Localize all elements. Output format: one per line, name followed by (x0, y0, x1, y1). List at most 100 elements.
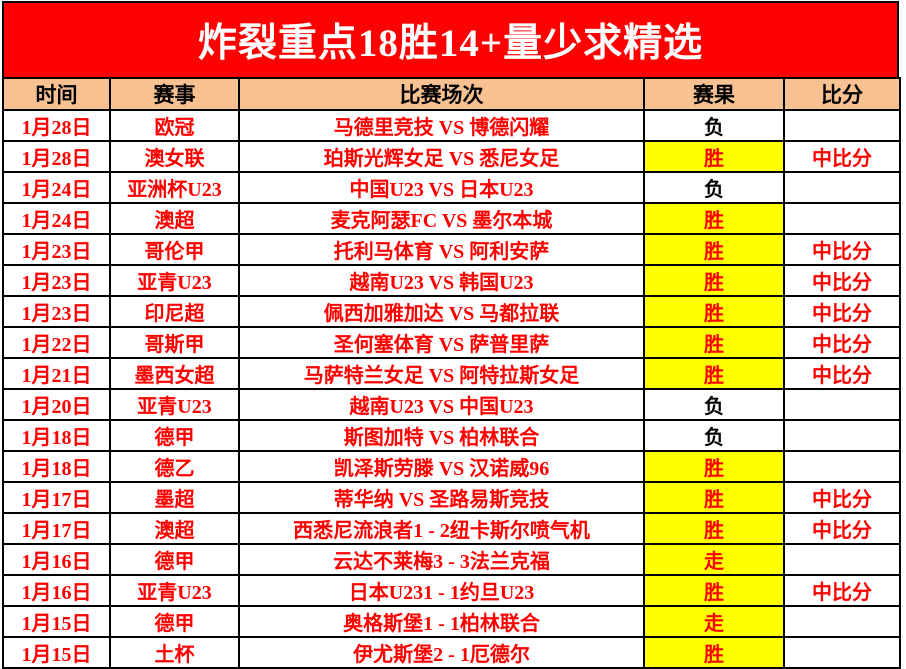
result-cell: 负 (643, 109, 785, 142)
score-cell: 中比分 (783, 574, 901, 607)
header-row: 时间 赛事 比赛场次 赛果 比分 (2, 77, 901, 111)
league-cell: 德甲 (109, 419, 240, 452)
table-row: 1月24日 亚洲杯U23 中国U23 VS 日本U23 负 (2, 171, 901, 204)
match-cell: 越南U23 VS 中国U23 (238, 388, 645, 421)
result-cell: 负 (643, 419, 785, 452)
table-row: 1月23日 印尼超 佩西加雅加达 VS 马都拉联胜中比分 (2, 295, 901, 328)
result-cell: 负 (643, 388, 785, 421)
score-cell (783, 419, 901, 452)
date-cell: 1月16日 (2, 543, 111, 576)
date-cell: 1月24日 (2, 202, 111, 235)
date-cell: 1月15日 (2, 605, 111, 638)
score-cell (783, 171, 901, 204)
date-cell: 1月24日 (2, 171, 111, 204)
score-cell: 中比分 (783, 481, 901, 514)
table-header: 时间 赛事 比赛场次 赛果 比分 (2, 77, 901, 111)
table-row: 1月24日 澳超 麦克阿瑟FC VS 墨尔本城胜 (2, 202, 901, 235)
match-cell: 日本U231 - 1约旦U23 (238, 574, 645, 607)
league-cell: 亚青U23 (109, 264, 240, 297)
header-match: 比赛场次 (238, 77, 645, 111)
result-cell: 走 (643, 543, 785, 576)
table-row: 1月15日 土杯 伊尤斯堡2 - 1厄德尔胜 (2, 636, 901, 669)
header-league: 赛事 (109, 77, 240, 111)
score-cell (783, 109, 901, 142)
result-cell: 负 (643, 171, 785, 204)
league-cell: 哥伦甲 (109, 233, 240, 266)
table-row: 1月16日 德甲 云达不莱梅3 - 3法兰克福走 (2, 543, 901, 576)
match-cell: 凯泽斯劳滕 VS 汉诺威96 (238, 450, 645, 483)
match-cell: 托利马体育 VS 阿利安萨 (238, 233, 645, 266)
header-result: 赛果 (643, 77, 785, 111)
date-cell: 1月23日 (2, 295, 111, 328)
league-cell: 德乙 (109, 450, 240, 483)
match-cell: 麦克阿瑟FC VS 墨尔本城 (238, 202, 645, 235)
result-cell: 胜 (643, 450, 785, 483)
table-row: 1月21日 墨西女超 马萨特兰女足 VS 阿特拉斯女足胜中比分 (2, 357, 901, 390)
score-cell (783, 543, 901, 576)
league-cell: 墨超 (109, 481, 240, 514)
date-cell: 1月16日 (2, 574, 111, 607)
date-cell: 1月17日 (2, 512, 111, 545)
table-row: 1月16日 亚青U23 日本U231 - 1约旦U23 胜中比分 (2, 574, 901, 607)
score-cell: 中比分 (783, 295, 901, 328)
score-cell: 中比分 (783, 233, 901, 266)
score-cell (783, 388, 901, 421)
table-row: 1月17日 澳超 西悉尼流浪者1 - 2纽卡斯尔喷气机胜中比分 (2, 512, 901, 545)
match-cell: 圣何塞体育 VS 萨普里萨 (238, 326, 645, 359)
score-cell (783, 450, 901, 483)
league-cell: 澳女联 (109, 140, 240, 173)
table-row: 1月18日 德乙 凯泽斯劳滕 VS 汉诺威96 胜 (2, 450, 901, 483)
result-cell: 胜 (643, 264, 785, 297)
league-cell: 澳超 (109, 512, 240, 545)
score-cell (783, 202, 901, 235)
result-cell: 胜 (643, 233, 785, 266)
league-cell: 亚青U23 (109, 388, 240, 421)
table-row: 1月20日 亚青U23 越南U23 VS 中国U23 负 (2, 388, 901, 421)
date-cell: 1月15日 (2, 636, 111, 669)
match-cell: 马德里竞技 VS 博德闪耀 (238, 109, 645, 142)
score-cell: 中比分 (783, 140, 901, 173)
result-cell: 胜 (643, 481, 785, 514)
table-row: 1月28日 澳女联 珀斯光辉女足 VS 悉尼女足胜中比分 (2, 140, 901, 173)
date-cell: 1月18日 (2, 450, 111, 483)
match-cell: 蒂华纳 VS 圣路易斯竞技 (238, 481, 645, 514)
date-cell: 1月28日 (2, 109, 111, 142)
date-cell: 1月21日 (2, 357, 111, 390)
results-table: 时间 赛事 比赛场次 赛果 比分 1月28日 欧冠 马德里竞技 VS 博德闪耀负 1月… (2, 77, 901, 669)
match-cell: 云达不莱梅3 - 3法兰克福 (238, 543, 645, 576)
match-cell: 中国U23 VS 日本U23 (238, 171, 645, 204)
date-cell: 1月23日 (2, 233, 111, 266)
table-row: 1月23日 亚青U23 越南U23 VS 韩国U23 胜中比分 (2, 264, 901, 297)
result-cell: 胜 (643, 140, 785, 173)
match-cell: 伊尤斯堡2 - 1厄德尔 (238, 636, 645, 669)
date-cell: 1月17日 (2, 481, 111, 514)
date-cell: 1月20日 (2, 388, 111, 421)
table-row: 1月18日 德甲 斯图加特 VS 柏林联合负 (2, 419, 901, 452)
league-cell: 印尼超 (109, 295, 240, 328)
date-cell: 1月23日 (2, 264, 111, 297)
league-cell: 哥斯甲 (109, 326, 240, 359)
league-cell: 德甲 (109, 543, 240, 576)
match-cell: 西悉尼流浪者1 - 2纽卡斯尔喷气机 (238, 512, 645, 545)
score-cell: 中比分 (783, 512, 901, 545)
table-row: 1月28日 欧冠 马德里竞技 VS 博德闪耀负 (2, 109, 901, 142)
league-cell: 墨西女超 (109, 357, 240, 390)
banner: 炸裂重点18胜14+量少求精选 (2, 1, 899, 79)
result-cell: 胜 (643, 574, 785, 607)
result-cell: 胜 (643, 357, 785, 390)
results-table-body: 1月28日 欧冠 马德里竞技 VS 博德闪耀负 1月28日 澳女联 珀斯光辉女足 VS 悉… (2, 109, 901, 669)
league-cell: 亚青U23 (109, 574, 240, 607)
table-row: 1月22日 哥斯甲 圣何塞体育 VS 萨普里萨胜中比分 (2, 326, 901, 359)
result-cell: 胜 (643, 512, 785, 545)
table-row: 1月15日 德甲 奥格斯堡1 - 1柏林联合走 (2, 605, 901, 638)
league-cell: 亚洲杯U23 (109, 171, 240, 204)
score-cell: 中比分 (783, 357, 901, 390)
header-score: 比分 (783, 77, 901, 111)
result-cell: 走 (643, 605, 785, 638)
match-cell: 佩西加雅加达 VS 马都拉联 (238, 295, 645, 328)
score-cell: 中比分 (783, 326, 901, 359)
league-cell: 欧冠 (109, 109, 240, 142)
table-row: 1月17日 墨超 蒂华纳 VS 圣路易斯竞技胜中比分 (2, 481, 901, 514)
score-cell (783, 636, 901, 669)
